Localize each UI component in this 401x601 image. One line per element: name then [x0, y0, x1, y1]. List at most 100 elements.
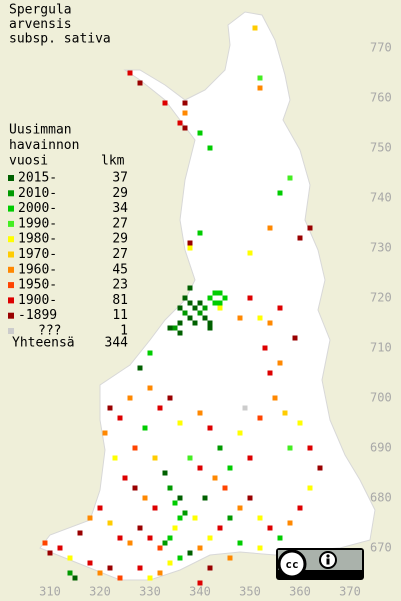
- x-tick-label: 350: [239, 585, 261, 599]
- observation: [307, 225, 313, 231]
- observation: [97, 505, 103, 511]
- observation: [257, 545, 263, 551]
- title-line: arvensis: [9, 17, 72, 32]
- observation: [162, 470, 168, 476]
- legend-swatch: [8, 220, 14, 227]
- observation: [192, 320, 198, 326]
- observation: [252, 25, 258, 31]
- observation: [87, 515, 93, 521]
- observation: [67, 570, 73, 576]
- observation: [157, 405, 163, 411]
- observation: [217, 445, 223, 451]
- observation: [137, 80, 143, 86]
- legend-count: 1: [120, 324, 128, 339]
- observation: [207, 295, 213, 301]
- observation: [207, 535, 213, 541]
- observation: [177, 555, 183, 561]
- observation: [157, 545, 163, 551]
- observation: [142, 495, 148, 501]
- observation: [127, 540, 133, 546]
- by-icon-head: [326, 554, 330, 558]
- observation: [237, 315, 243, 321]
- observation: [237, 430, 243, 436]
- observation: [102, 430, 108, 436]
- observation: [177, 420, 183, 426]
- observation: [187, 285, 193, 291]
- observation: [177, 305, 183, 311]
- observation: [187, 240, 193, 246]
- observation: [122, 475, 128, 481]
- observation: [287, 520, 293, 526]
- observation: [187, 315, 193, 321]
- x-tick-label: 370: [339, 585, 361, 599]
- legend-swatch: [8, 190, 14, 197]
- observation: [297, 505, 303, 511]
- observation: [197, 130, 203, 136]
- observation: [167, 535, 173, 541]
- observation: [197, 310, 203, 316]
- observation: [197, 300, 203, 306]
- observation: [182, 510, 188, 516]
- x-tick-label: 330: [139, 585, 161, 599]
- legend-swatch: [8, 236, 14, 243]
- legend-label: 1900-: [18, 293, 57, 308]
- observation: [187, 300, 193, 306]
- observation: [137, 365, 143, 371]
- observation: [287, 175, 293, 181]
- observation: [257, 85, 263, 91]
- y-tick-label: 730: [370, 241, 392, 255]
- observation: [277, 190, 283, 196]
- observation: [77, 530, 83, 536]
- legend-label: 1980-: [18, 232, 57, 247]
- observation: [182, 125, 188, 131]
- observation: [177, 320, 183, 326]
- observation: [167, 395, 173, 401]
- observation: [187, 245, 193, 251]
- observation: [217, 300, 223, 306]
- observation: [192, 305, 198, 311]
- legend-label: 2000-: [18, 201, 57, 216]
- legend-label: 2015-: [18, 171, 57, 186]
- observation: [247, 495, 253, 501]
- observation: [257, 415, 263, 421]
- observation: [267, 320, 273, 326]
- observation: [162, 540, 168, 546]
- observation: [182, 295, 188, 301]
- title-line: Spergula: [9, 3, 72, 18]
- legend-label: 2010-: [18, 186, 57, 201]
- observation: [182, 110, 188, 116]
- observation: [107, 405, 113, 411]
- observation: [197, 410, 203, 416]
- observation: [182, 100, 188, 106]
- observation: [222, 295, 228, 301]
- observation: [57, 545, 63, 551]
- y-tick-label: 770: [370, 41, 392, 55]
- legend-header: vuosi: [9, 154, 48, 169]
- legend-count: 81: [112, 293, 128, 308]
- observation: [177, 330, 183, 336]
- observation: [42, 540, 48, 546]
- observation: [217, 290, 223, 296]
- observation: [172, 525, 178, 531]
- y-tick-label: 710: [370, 341, 392, 355]
- legend-count: 37: [112, 171, 128, 186]
- observation: [182, 310, 188, 316]
- observation: [247, 250, 253, 256]
- observation: [207, 320, 213, 326]
- observation: [47, 550, 53, 556]
- observation: [207, 565, 213, 571]
- observation: [227, 465, 233, 471]
- observation: [192, 515, 198, 521]
- license-badge: cc: [276, 548, 364, 580]
- observation: [207, 325, 213, 331]
- y-tick-label: 740: [370, 191, 392, 205]
- legend-count: 29: [112, 232, 128, 247]
- observation: [207, 145, 213, 151]
- observation: [177, 515, 183, 521]
- observation: [212, 290, 218, 296]
- legend-count: 29: [112, 186, 128, 201]
- observation: [152, 455, 158, 461]
- observation: [157, 570, 163, 576]
- observation: [257, 315, 263, 321]
